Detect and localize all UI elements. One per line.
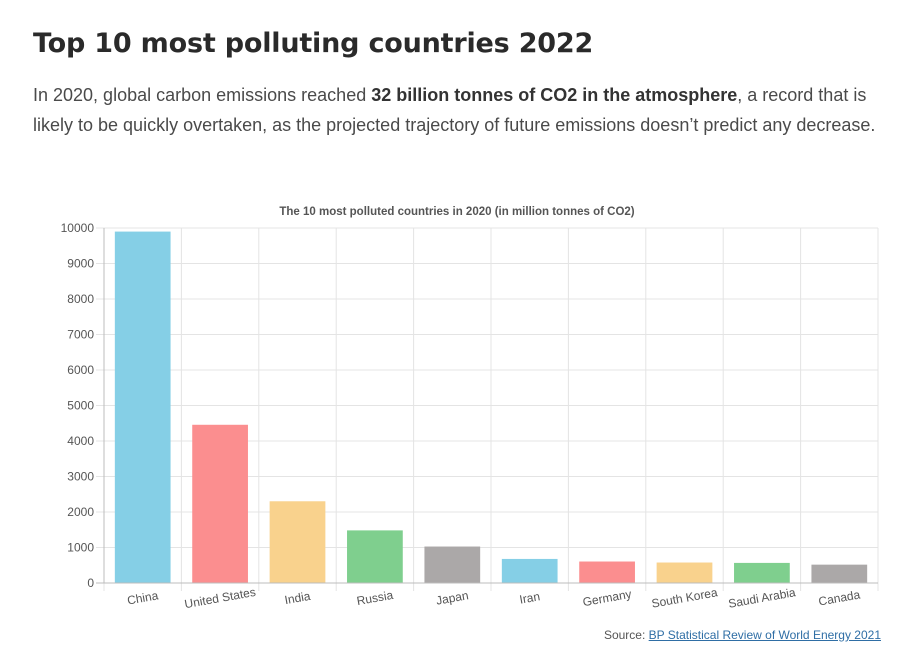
page-title: Top 10 most polluting countries 2022 bbox=[33, 28, 594, 59]
y-tick-label: 10000 bbox=[61, 221, 95, 235]
source-note: Source: BP Statistical Review of World E… bbox=[604, 628, 881, 642]
y-tick-label: 2000 bbox=[67, 505, 94, 519]
x-tick-label: Iran bbox=[518, 589, 541, 606]
bar-germany[interactable] bbox=[579, 561, 635, 583]
y-tick-label: 9000 bbox=[67, 257, 94, 271]
y-tick-label: 1000 bbox=[67, 541, 94, 555]
source-prefix: Source: bbox=[603, 628, 649, 642]
bar-japan[interactable] bbox=[424, 546, 481, 583]
y-tick-label: 6000 bbox=[67, 363, 94, 377]
x-tick-label: Russia bbox=[356, 588, 395, 608]
y-tick-label: 7000 bbox=[67, 328, 94, 342]
bar-iran[interactable] bbox=[501, 558, 558, 583]
y-tick-label: 4000 bbox=[67, 434, 94, 448]
y-tick-label: 0 bbox=[87, 576, 94, 590]
source-link[interactable]: BP Statistical Review of World Energy 20… bbox=[648, 628, 881, 642]
chart-title: The 10 most polluted countries in 2020 (… bbox=[279, 206, 634, 218]
bar-united-states[interactable] bbox=[192, 424, 248, 583]
y-tick-label: 5000 bbox=[67, 399, 94, 413]
x-tick-label: Canada bbox=[817, 587, 861, 608]
bar-canada[interactable] bbox=[811, 564, 868, 583]
x-tick-label: Japan bbox=[435, 588, 470, 607]
x-tick-label: China bbox=[126, 588, 160, 607]
bar-india[interactable] bbox=[269, 501, 326, 583]
intro-highlight: 32 billion tonnes of CO2 in the atmosphe… bbox=[371, 85, 738, 105]
x-tick-label: Saudi Arabia bbox=[727, 585, 797, 611]
bar-saudi-arabia[interactable] bbox=[734, 562, 790, 583]
bar-russia[interactable] bbox=[347, 530, 403, 583]
bar-chart: The 10 most polluted countries in 2020 (… bbox=[0, 196, 906, 636]
x-tick-label: Germany bbox=[582, 587, 633, 609]
y-tick-label: 8000 bbox=[67, 292, 94, 306]
y-tick-label: 3000 bbox=[67, 470, 94, 484]
intro-paragraph: In 2020, global carbon emissions reached… bbox=[33, 81, 888, 140]
intro-text-start: In 2020, global carbon emissions reached bbox=[33, 85, 372, 105]
bar-south-korea[interactable] bbox=[656, 562, 713, 583]
x-tick-label: India bbox=[283, 589, 311, 607]
chart-bars bbox=[114, 231, 868, 583]
chart-grid bbox=[96, 227, 879, 591]
x-tick-label: South Korea bbox=[650, 585, 718, 610]
x-tick-label: United States bbox=[183, 585, 256, 611]
bar-china[interactable] bbox=[114, 231, 171, 583]
intro-text-end: , a record that is likely to be quickly … bbox=[33, 85, 876, 135]
chart-svg: The 10 most polluted countries in 2020 (… bbox=[61, 206, 879, 611]
